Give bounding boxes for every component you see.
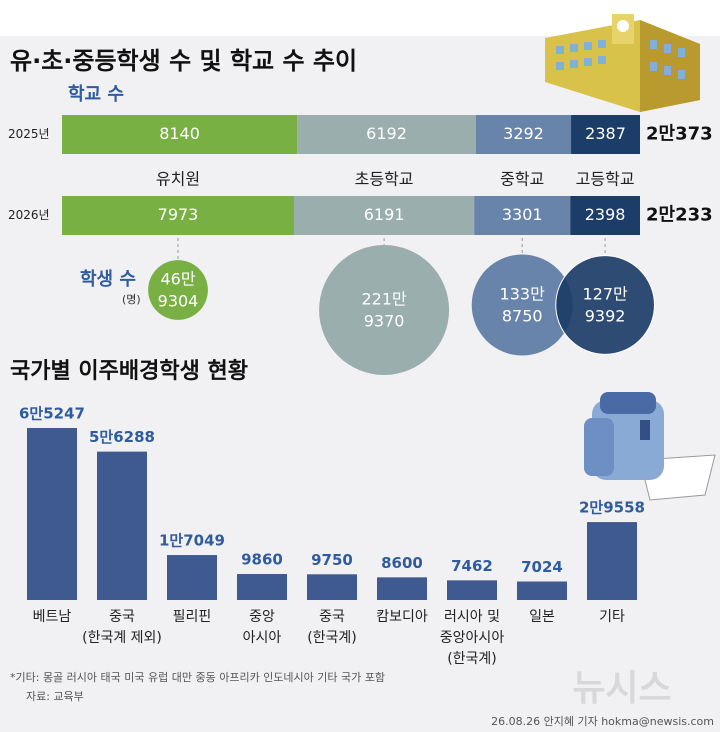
- bubble: [471, 254, 573, 356]
- bubble: [555, 255, 655, 355]
- value-label: 3292: [503, 124, 544, 143]
- year-label: 2025년: [8, 127, 50, 141]
- value-label: 7462: [451, 557, 493, 575]
- bar: [237, 574, 287, 600]
- bar: [97, 451, 147, 600]
- value-label: 46만: [160, 270, 195, 289]
- title: 국가별 이주배경학생 현황: [10, 359, 248, 384]
- series-name: 고등학교: [576, 170, 635, 189]
- category-label: 중앙: [249, 609, 275, 625]
- category-label: 러시아 및: [444, 609, 500, 625]
- value-label: 7024: [521, 558, 563, 576]
- value-label: 9304: [158, 292, 199, 311]
- value-label: 5만6288: [89, 428, 155, 446]
- bar-segment: [475, 115, 572, 154]
- value-label: 8600: [381, 554, 423, 572]
- value-label: 9370: [364, 312, 405, 331]
- category-label: 중국: [319, 609, 345, 625]
- bar: [27, 428, 77, 600]
- source: 자료: 교육부: [26, 690, 84, 703]
- bar: [517, 581, 567, 600]
- bar-segment: [294, 196, 475, 235]
- bubble-label: 학생 수: [80, 268, 136, 290]
- series-name: 초등학교: [355, 170, 414, 189]
- axis-label: 학교 수: [68, 83, 124, 105]
- note: *기타: 몽골 러시아 태국 미국 유럽 대만 중동 아프리카 인도네시아 기타…: [10, 670, 385, 684]
- bar-segment: [571, 115, 640, 154]
- value-label: 6191: [364, 205, 405, 224]
- category-label: 중앙아시아: [440, 630, 505, 646]
- value-label: 2387: [585, 124, 626, 143]
- value-label: 2만9558: [579, 499, 645, 517]
- category-label: 베트남: [33, 609, 72, 625]
- bubble-unit: (명): [122, 293, 141, 306]
- title: 유·초·중등학생 수 및 학교 수 추이: [10, 47, 357, 75]
- value-label: 1만7049: [159, 532, 225, 550]
- category-label: (한국계): [447, 651, 497, 667]
- category-label: 일본: [529, 609, 555, 625]
- value-label: 8750: [502, 307, 543, 326]
- series-name: 중학교: [500, 170, 544, 189]
- category-label: 아시아: [243, 630, 282, 646]
- year-label: 2026년: [8, 208, 50, 222]
- category-label: 중국: [109, 609, 135, 625]
- bar: [447, 580, 497, 600]
- bar-segment: [62, 115, 298, 154]
- value-label: 6192: [366, 124, 407, 143]
- bar: [167, 555, 217, 600]
- bar-segment: [297, 115, 476, 154]
- bar-segment: [570, 196, 640, 235]
- value-label: 3301: [502, 205, 543, 224]
- bubble: [148, 260, 208, 320]
- category-label: (한국계): [307, 630, 357, 646]
- bar-segment: [62, 196, 295, 235]
- total-label: 2만373: [646, 124, 713, 145]
- bar-segment: [474, 196, 571, 235]
- category-label: 캄보디아: [376, 609, 428, 625]
- school-illustration: [545, 14, 700, 112]
- bubble: [319, 245, 450, 375]
- backpack-illustration: [584, 392, 716, 501]
- bar: [307, 574, 357, 600]
- value-label: 2398: [585, 205, 626, 224]
- category-label: (한국계 제외): [82, 630, 162, 646]
- value-label: 127만: [582, 285, 628, 304]
- series-name: 유치원: [156, 170, 200, 189]
- value-label: 133만: [500, 285, 546, 304]
- value-label: 9860: [241, 551, 283, 569]
- value-label: 221만: [361, 290, 407, 309]
- total-label: 2만233: [646, 205, 713, 226]
- logo: 뉴시스: [572, 668, 671, 709]
- value-label: 9750: [311, 551, 353, 569]
- value-label: 6만5247: [19, 405, 85, 423]
- value-label: 7973: [158, 205, 199, 224]
- bar: [377, 577, 427, 600]
- value-label: 9392: [585, 307, 626, 326]
- category-label: 기타: [599, 609, 625, 625]
- category-label: 필리핀: [173, 609, 212, 625]
- credit: 26.08.26 안지혜 기자 hokma@newsis.com: [491, 715, 714, 728]
- value-label: 8140: [159, 124, 200, 143]
- bar: [587, 522, 637, 600]
